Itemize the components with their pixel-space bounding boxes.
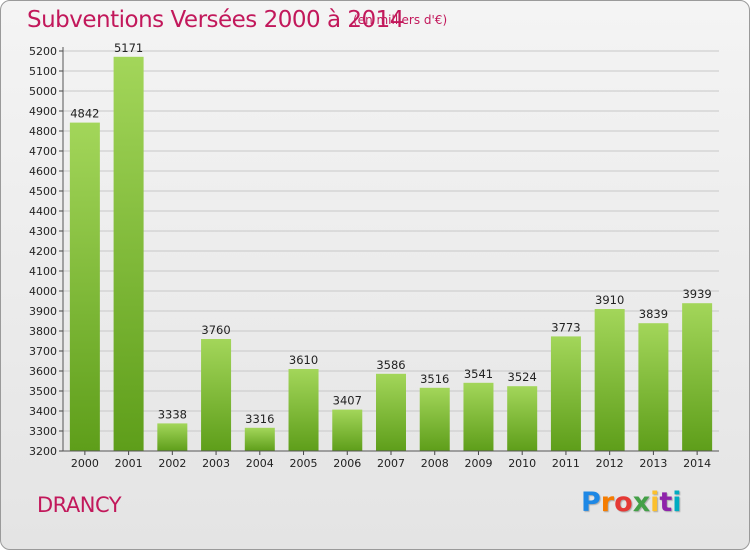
data-label-2009: 3541	[464, 367, 493, 381]
data-label-2002: 3338	[158, 407, 187, 421]
bar-2005	[288, 369, 319, 451]
bars	[69, 56, 713, 452]
bar-2008	[419, 387, 450, 451]
y-tick-label: 4200	[29, 245, 57, 258]
bar-2011	[550, 336, 581, 451]
logo-letter: r	[600, 487, 615, 518]
data-label-2014: 3939	[682, 287, 711, 301]
y-tick-label: 3300	[29, 425, 57, 438]
bar-2009	[463, 382, 494, 451]
y-tick-label: 4100	[29, 265, 57, 278]
data-label-2011: 3773	[551, 320, 580, 334]
x-tick-label-2013: 2013	[639, 457, 667, 470]
proxiti-logo[interactable]: Proxiti	[581, 487, 682, 518]
data-label-2013: 3839	[639, 307, 668, 321]
bar-2001	[113, 56, 144, 452]
chart-subtitle: (en milliers d'€)	[353, 13, 448, 27]
logo-letter: i	[650, 487, 660, 518]
logo-letter: P	[581, 487, 601, 518]
data-label-2000: 4842	[70, 107, 99, 121]
y-tick-label: 4600	[29, 165, 57, 178]
y-tick-label: 4300	[29, 225, 57, 238]
y-tick-label: 3700	[29, 345, 57, 358]
bar-2002	[157, 423, 188, 451]
y-tick-label: 3900	[29, 305, 57, 318]
x-tick-label-2012: 2012	[596, 457, 624, 470]
x-tick-label-2009: 2009	[464, 457, 492, 470]
y-tick-label: 5000	[29, 85, 57, 98]
data-label-2010: 3524	[508, 370, 537, 384]
bar-2007	[376, 373, 406, 451]
y-tick-label: 5100	[29, 65, 57, 78]
logo-letter: x	[632, 487, 651, 518]
x-tick-label-2000: 2000	[71, 457, 99, 470]
x-tick-label-2014: 2014	[683, 457, 711, 470]
data-label-2001: 5171	[114, 41, 143, 55]
bar-2012	[594, 309, 625, 451]
chart-title: Subventions Versées 2000 à 2014	[27, 7, 404, 33]
commune-name: DRANCY	[37, 493, 122, 517]
y-tick-label: 4900	[29, 105, 57, 118]
x-tick-label-2007: 2007	[377, 457, 405, 470]
data-label-2012: 3910	[595, 293, 624, 307]
y-tick-label: 4000	[29, 285, 57, 298]
x-tick-label-2001: 2001	[115, 457, 143, 470]
logo-letter: o	[614, 487, 633, 518]
x-tick-label-2006: 2006	[333, 457, 361, 470]
y-tick-label: 3400	[29, 405, 57, 418]
x-tick-label-2004: 2004	[246, 457, 274, 470]
data-label-2008: 3516	[420, 372, 449, 386]
data-label-2003: 3760	[201, 323, 230, 337]
y-tick-label: 4400	[29, 205, 57, 218]
x-tick-label-2005: 2005	[290, 457, 318, 470]
bar-2013	[638, 323, 669, 451]
y-axis-ticks: 3200 3300 3400 3500 3600 3700 3800 3900 4000 4100…	[29, 45, 63, 458]
data-labels: 4842 5171 3338 3760 3316 3610 3407 3586 3516 3541…	[70, 41, 712, 426]
bar-2010	[507, 386, 538, 451]
data-label-2004: 3316	[245, 412, 274, 426]
x-axis-ticks: 2000 2001 2002 2003 2004 2005 2006 2007 2008 2009…	[71, 451, 711, 470]
x-tick-label-2002: 2002	[158, 457, 186, 470]
x-tick-label-2008: 2008	[421, 457, 449, 470]
y-tick-label: 4500	[29, 185, 57, 198]
bar-2004	[244, 427, 275, 451]
bar-2006	[332, 409, 363, 451]
y-tick-label: 3600	[29, 365, 57, 378]
y-tick-label: 3200	[29, 445, 57, 458]
y-tick-label: 3800	[29, 325, 57, 338]
bar-2000	[69, 122, 100, 451]
x-tick-label-2011: 2011	[552, 457, 580, 470]
data-label-2006: 3407	[333, 394, 362, 408]
bar-2014	[682, 303, 713, 451]
logo-letter: t	[659, 487, 673, 518]
axes	[62, 47, 719, 452]
data-label-2005: 3610	[289, 353, 318, 367]
y-tick-label: 4700	[29, 145, 57, 158]
y-tick-label: 5200	[29, 45, 57, 58]
y-tick-label: 3500	[29, 385, 57, 398]
x-tick-label-2010: 2010	[508, 457, 536, 470]
x-tick-label-2003: 2003	[202, 457, 230, 470]
y-tick-label: 4800	[29, 125, 57, 138]
bar-2003	[201, 339, 232, 451]
logo-letter: i	[672, 487, 682, 518]
data-label-2007: 3586	[376, 358, 405, 372]
